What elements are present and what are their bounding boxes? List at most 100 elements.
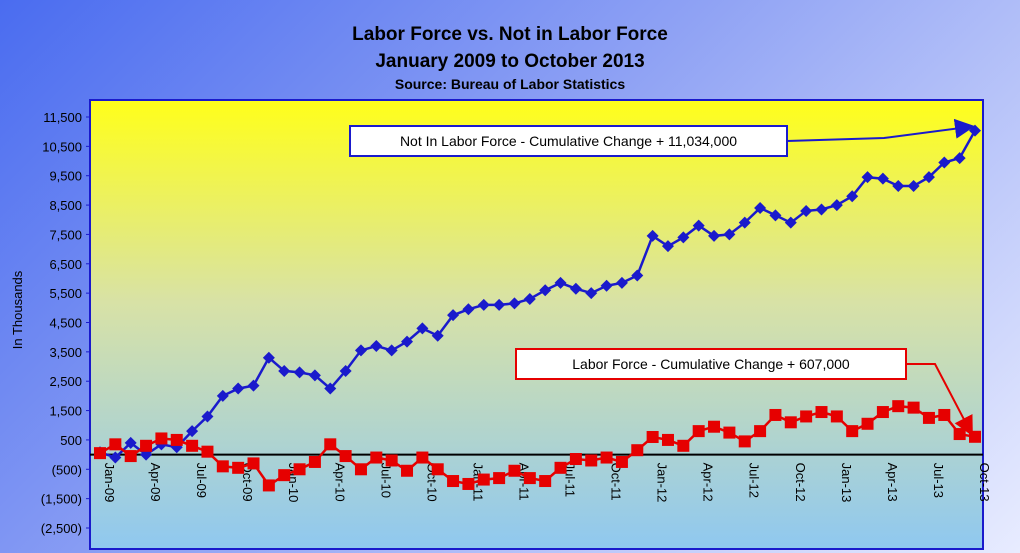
data-point <box>308 455 321 468</box>
data-point <box>846 190 859 203</box>
data-point <box>615 455 628 468</box>
annotation-box <box>349 125 788 157</box>
x-tick-label: Oct-11 <box>609 463 624 501</box>
data-point <box>631 444 644 457</box>
data-point <box>109 438 122 451</box>
series-line <box>99 404 976 488</box>
data-point <box>554 461 567 474</box>
data-point <box>769 408 782 421</box>
data-point <box>953 152 966 165</box>
data-point <box>677 231 690 244</box>
data-point <box>646 430 659 443</box>
series-line <box>99 130 977 459</box>
data-point <box>508 297 521 310</box>
data-point <box>109 451 122 464</box>
data-point <box>278 469 291 482</box>
data-point <box>186 439 199 452</box>
data-point <box>938 408 951 421</box>
data-point <box>232 461 245 474</box>
data-point <box>186 425 199 438</box>
data-point <box>155 432 168 445</box>
y-tick-label: (1,500) <box>41 492 82 507</box>
data-point <box>754 202 767 215</box>
data-point <box>293 463 306 476</box>
data-point <box>569 453 582 466</box>
data-point <box>201 410 214 423</box>
x-tick-label: Apr-09 <box>148 463 163 502</box>
data-point <box>800 204 813 217</box>
x-tick-label: Jul-13 <box>931 463 946 498</box>
data-point <box>554 276 567 289</box>
plot-area <box>89 99 984 550</box>
y-tick-label: 4,500 <box>49 316 82 331</box>
data-point <box>308 369 321 382</box>
data-point <box>278 364 291 377</box>
data-point <box>953 428 966 441</box>
data-point <box>922 411 935 424</box>
data-point <box>416 451 429 464</box>
data-point <box>892 400 905 413</box>
y-tick-label: 3,500 <box>49 345 82 360</box>
y-tick-label: 2,500 <box>49 374 82 389</box>
data-point <box>401 464 414 477</box>
data-point <box>247 457 260 470</box>
data-point <box>232 382 245 395</box>
data-point <box>769 209 782 222</box>
annotation-arrow <box>786 118 975 142</box>
y-tick-label: 500 <box>60 433 82 448</box>
data-point <box>815 406 828 419</box>
y-tick-label: 10,500 <box>42 139 82 154</box>
annotation-text: Not In Labor Force - Cumulative Change +… <box>400 133 737 149</box>
data-point <box>431 463 444 476</box>
y-tick-label: 5,500 <box>49 286 82 301</box>
data-point <box>600 451 613 464</box>
data-point <box>938 156 951 169</box>
data-point <box>907 179 920 192</box>
data-point <box>600 279 613 292</box>
data-point <box>800 410 813 423</box>
y-tick-label: (2,500) <box>41 521 82 536</box>
data-point <box>247 379 260 392</box>
data-point <box>631 269 644 282</box>
data-point <box>646 229 659 242</box>
data-point <box>876 172 889 185</box>
y-axis-label: In Thousands <box>10 270 25 349</box>
data-point <box>830 199 843 212</box>
y-tick-label: (500) <box>52 462 82 477</box>
data-point <box>861 417 874 430</box>
data-point <box>477 473 490 486</box>
data-point <box>738 435 751 448</box>
data-point <box>539 475 552 488</box>
data-point <box>692 219 705 232</box>
data-point <box>385 454 398 467</box>
data-point <box>830 410 843 423</box>
data-point <box>416 322 429 335</box>
data-point <box>477 298 490 311</box>
data-point <box>784 216 797 229</box>
x-tick-label: Jul-12 <box>747 463 762 498</box>
data-point <box>523 472 536 485</box>
data-point <box>493 298 506 311</box>
data-point <box>508 464 521 477</box>
data-point <box>170 433 183 446</box>
data-point <box>585 287 598 300</box>
data-point <box>339 364 352 377</box>
data-point <box>216 389 229 402</box>
data-point <box>539 284 552 297</box>
data-point <box>324 438 337 451</box>
annotation-arrow <box>906 363 973 437</box>
y-tick-label: 8,500 <box>49 198 82 213</box>
data-point <box>892 179 905 192</box>
x-tick-label: Jul-09 <box>194 463 209 498</box>
x-tick-label: Jan-09 <box>102 463 117 503</box>
data-point <box>385 344 398 357</box>
data-point <box>708 420 721 433</box>
x-tick-label: Apr-12 <box>701 463 716 502</box>
data-point <box>569 282 582 295</box>
data-point <box>324 382 337 395</box>
data-point <box>124 450 137 463</box>
annotation-text: Labor Force - Cumulative Change + 607,00… <box>572 356 850 372</box>
data-point <box>370 339 383 352</box>
data-point <box>523 293 536 306</box>
x-tick-label: Oct-13 <box>977 463 992 502</box>
